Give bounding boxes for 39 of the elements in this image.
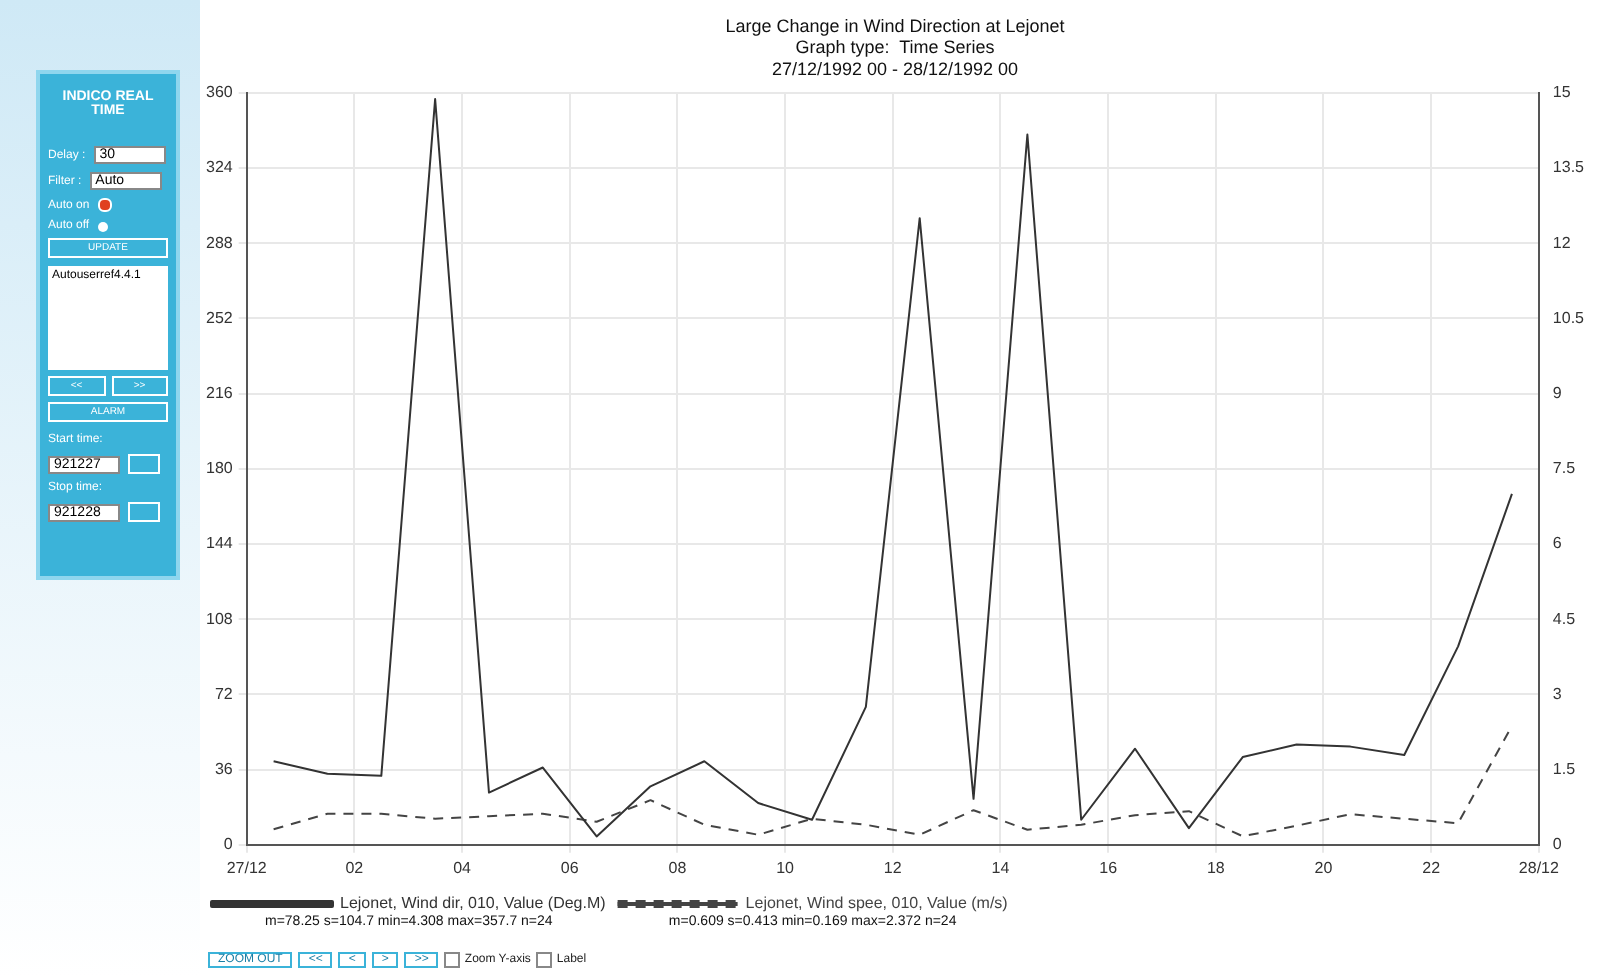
x-tick-label: 14: [991, 858, 1011, 877]
x-tick-label: 12: [883, 858, 903, 877]
y-tick-label: 216: [205, 384, 234, 403]
chart-subtitle: Graph type: Time Series 27/12/1992 00 - 28/12/1992 00: [771, 37, 1019, 79]
x-tick-label: 04: [453, 858, 473, 877]
y-tick-label: 324: [205, 158, 234, 177]
y-tick-label: 360: [205, 83, 234, 102]
y2-tick-label: 6: [1552, 534, 1563, 553]
y2-tick-label: 15: [1552, 83, 1572, 102]
y2-tick-label: 4.5: [1552, 609, 1577, 628]
x-tick-label: 10: [776, 858, 796, 877]
x-tick-label: 28/12: [1518, 858, 1560, 877]
x-tick-label: 22: [1422, 858, 1442, 877]
x-tick-label: 02: [345, 858, 365, 877]
y2-tick-label: 10.5: [1552, 308, 1586, 327]
x-tick-label: 08: [668, 858, 688, 877]
y2-tick-label: 9: [1552, 384, 1563, 403]
y2-tick-label: 1.5: [1552, 760, 1577, 779]
y-tick-label: 288: [205, 233, 234, 252]
chart-title: Large Change in Wind Direction at Lejonet: [725, 15, 1066, 36]
y2-tick-label: 3: [1552, 684, 1563, 703]
text: Lejonet, Wind dir, 010, Value (Deg.M): [340, 894, 607, 913]
y-tick-label: 180: [205, 459, 234, 478]
y-tick-label: 108: [205, 609, 234, 628]
y2-tick-label: 0: [1552, 835, 1563, 854]
x-tick-label: 27/12: [226, 858, 268, 877]
y2-tick-label: 13.5: [1552, 158, 1586, 177]
x-tick-label: 06: [560, 858, 580, 877]
y-tick-label: 36: [214, 760, 234, 779]
x-tick-label: 18: [1206, 858, 1226, 877]
y-tick-label: 72: [214, 684, 234, 703]
y2-tick-label: 7.5: [1552, 459, 1577, 478]
y-tick-label: 144: [205, 534, 234, 553]
x-tick-label: 16: [1099, 858, 1119, 877]
y2-tick-label: 12: [1552, 233, 1572, 252]
y-tick-label: 0: [223, 835, 234, 854]
x-tick-label: 20: [1314, 858, 1334, 877]
y-tick-label: 252: [205, 308, 234, 327]
text: Lejonet, Wind spee, 010, Value (m/s): [745, 894, 1009, 913]
